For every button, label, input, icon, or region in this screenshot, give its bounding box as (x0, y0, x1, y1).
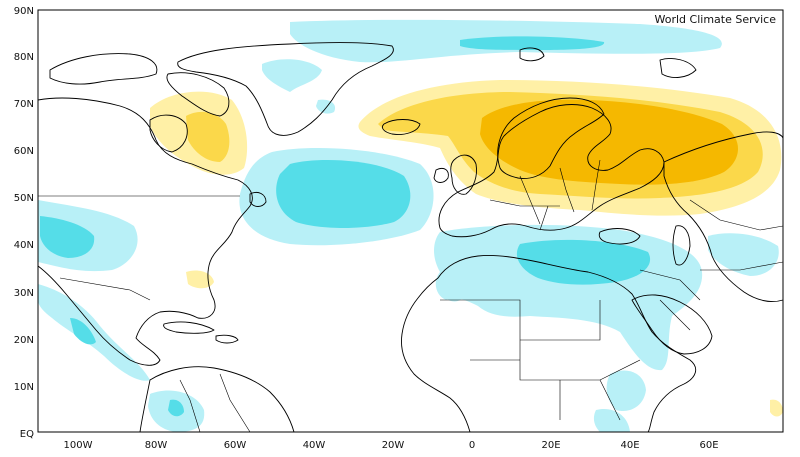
lat-label: 50N (14, 193, 34, 204)
lat-label: 60N (14, 146, 34, 157)
latitude-labels: 90N 80N 70N 60N 50N 40N 30N 20N 10N EQ (14, 6, 34, 440)
lat-label: 90N (14, 6, 34, 17)
lon-label: 20E (541, 440, 560, 451)
iceland-coast (381, 119, 421, 135)
africa-coast (401, 255, 697, 433)
cool-anomaly-labrador-sea (316, 99, 336, 114)
cool-anomaly-baffin (262, 59, 322, 92)
newfoundland-coast (249, 191, 267, 207)
asia-coast (663, 131, 784, 303)
middle-east-borders (639, 269, 701, 331)
novaya-zemlya-coast (659, 58, 697, 78)
north-america-coast (37, 97, 253, 366)
south-america-coast (139, 366, 295, 433)
cuba-coast (163, 321, 215, 334)
cool-anomaly-north-band-core (460, 36, 605, 50)
lat-label: 70N (14, 99, 34, 110)
arctic-islands-coast (49, 53, 158, 85)
south-america-borders (179, 373, 251, 433)
baffin-island-coast (166, 72, 230, 117)
svalbard-coast (519, 47, 545, 62)
warm-anomaly-europe-core (480, 99, 738, 185)
cool-anomaly-west-africa (444, 278, 466, 302)
lon-label: 100W (64, 440, 93, 451)
credit-label: World Climate Service (655, 13, 777, 26)
lat-label: EQ (20, 429, 34, 440)
lon-label: 60E (699, 440, 718, 451)
lon-label: 0 (469, 440, 475, 451)
lon-label: 20W (382, 440, 405, 451)
cool-anomaly-east-africa-south (593, 408, 630, 432)
anomaly-shading (38, 19, 783, 432)
ireland-coast (433, 167, 449, 183)
lat-label: 10N (14, 382, 34, 393)
cool-anomaly-east-africa (606, 370, 646, 412)
warm-anomaly-hudson-core (186, 111, 230, 162)
europe-coast (438, 104, 665, 238)
country-borders (38, 159, 784, 433)
cool-anomaly-mediterranean-core (516, 239, 651, 285)
cool-anomaly-west-us-core (40, 216, 95, 258)
lon-label: 40W (303, 440, 326, 451)
cool-anomaly-mexico-core (70, 318, 96, 345)
britain-coast (450, 154, 477, 195)
lon-label: 40E (620, 440, 639, 451)
warm-anomaly-east-edge (770, 399, 783, 417)
africa-borders (440, 299, 641, 421)
arabia-coast (631, 294, 713, 355)
cool-anomaly-arabia (628, 298, 669, 366)
cool-anomaly-south-america-core (168, 399, 184, 417)
longitude-labels: 100W 80W 60W 40W 20W 0 20E 40E 60E (64, 440, 719, 451)
europe-borders (489, 159, 601, 231)
map-frame (37, 9, 784, 433)
warm-anomaly-gulf (186, 270, 214, 289)
hispaniola-coast (215, 334, 239, 344)
asia-borders (689, 199, 784, 271)
lon-label: 60W (224, 440, 247, 451)
greenland-coast (177, 42, 394, 136)
lon-label: 80W (145, 440, 168, 451)
cool-anomaly-mexico (38, 284, 150, 381)
black-sea-coast (598, 228, 641, 245)
lat-label: 20N (14, 335, 34, 346)
lat-label: 30N (14, 288, 34, 299)
lat-label: 40N (14, 240, 34, 251)
cool-anomaly-central-asia (708, 233, 779, 276)
hudson-bay-coast (149, 114, 188, 153)
us-mexico-border (59, 277, 151, 301)
lat-label: 80N (14, 52, 34, 63)
caspian-sea-coast (672, 225, 691, 266)
cool-anomaly-mid-atlantic-core (276, 160, 411, 228)
